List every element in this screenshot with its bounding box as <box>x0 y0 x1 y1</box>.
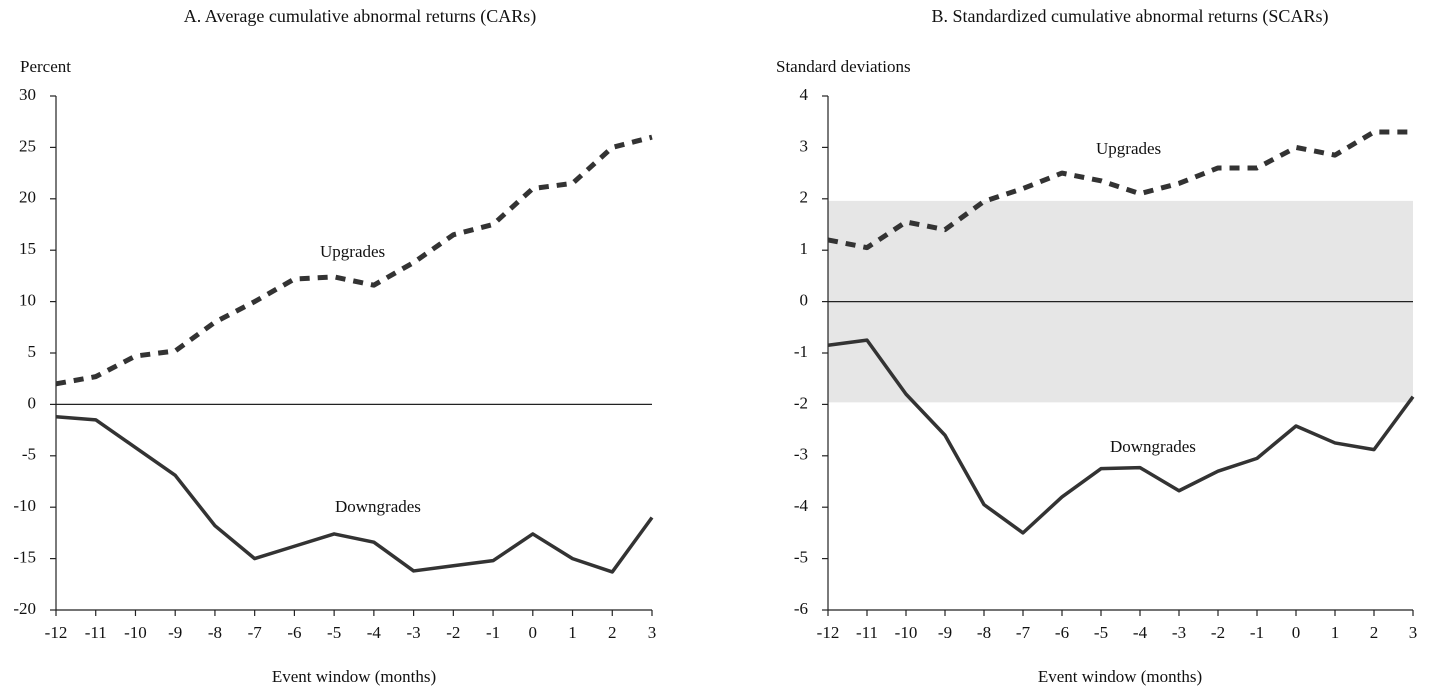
x-tick-label: 0 <box>1292 623 1301 642</box>
series-label: Downgrades <box>335 497 421 516</box>
x-tick-label: 2 <box>1370 623 1379 642</box>
y-axis-label: Standard deviations <box>776 57 911 76</box>
x-tick-label: -3 <box>1172 623 1186 642</box>
series-line <box>827 338 1415 535</box>
y-tick-label: 2 <box>800 188 809 207</box>
x-tick-label: 2 <box>608 623 617 642</box>
x-tick-label: -12 <box>45 623 68 642</box>
x-tick-label: -8 <box>208 623 222 642</box>
y-tick-label: 5 <box>28 342 37 361</box>
y-tick-label: -5 <box>22 445 36 464</box>
x-tick-label: -6 <box>1055 623 1069 642</box>
y-tick-label: 4 <box>800 85 809 104</box>
y-tick-label: -4 <box>794 496 809 515</box>
y-tick-label: -6 <box>794 599 808 618</box>
x-tick-label: 1 <box>1331 623 1340 642</box>
y-tick-label: -20 <box>13 599 36 618</box>
x-axis-label: Event window (months) <box>1038 667 1202 686</box>
y-tick-label: 0 <box>800 291 809 310</box>
x-tick-label: 0 <box>529 623 538 642</box>
x-axis-label: Event window (months) <box>272 667 436 686</box>
series-line <box>55 414 654 574</box>
x-tick-label: -6 <box>287 623 301 642</box>
y-tick-label: -1 <box>794 342 808 361</box>
x-tick-label: -7 <box>248 623 263 642</box>
y-tick-label: 10 <box>19 291 36 310</box>
x-tick-label: -9 <box>168 623 182 642</box>
series-label: Downgrades <box>1110 437 1196 456</box>
x-tick-label: -11 <box>856 623 878 642</box>
y-tick-label: 20 <box>19 188 36 207</box>
x-tick-label: -1 <box>1250 623 1264 642</box>
y-tick-label: -3 <box>794 445 808 464</box>
x-tick-label: -3 <box>407 623 421 642</box>
x-tick-label: -5 <box>1094 623 1108 642</box>
y-tick-label: 25 <box>19 136 36 155</box>
chart-title: A. Average cumulative abnormal returns (… <box>184 6 537 27</box>
x-tick-label: -11 <box>85 623 107 642</box>
x-tick-label: -7 <box>1016 623 1031 642</box>
y-tick-label: -5 <box>794 548 808 567</box>
series-line <box>55 134 653 387</box>
y-tick-label: -15 <box>13 548 36 567</box>
x-tick-label: -2 <box>1211 623 1225 642</box>
x-tick-label: 1 <box>568 623 577 642</box>
x-tick-label: -5 <box>327 623 341 642</box>
y-tick-label: 0 <box>28 393 37 412</box>
series-label: Upgrades <box>1096 139 1161 158</box>
series-line <box>827 129 1413 251</box>
y-tick-label: -10 <box>13 496 36 515</box>
x-tick-label: -2 <box>446 623 460 642</box>
x-tick-label: 3 <box>648 623 657 642</box>
x-tick-label: -1 <box>486 623 500 642</box>
x-tick-label: -10 <box>124 623 147 642</box>
x-tick-label: -10 <box>895 623 918 642</box>
y-tick-label: 3 <box>800 136 809 155</box>
x-tick-label: -8 <box>977 623 991 642</box>
x-tick-label: -4 <box>367 623 382 642</box>
chart-title: B. Standardized cumulative abnormal retu… <box>932 6 1329 27</box>
y-tick-label: 15 <box>19 239 36 258</box>
series-label: Upgrades <box>320 242 385 261</box>
y-tick-label: 30 <box>19 85 36 104</box>
x-tick-label: -4 <box>1133 623 1148 642</box>
y-axis-label: Percent <box>20 57 71 76</box>
x-tick-label: 3 <box>1409 623 1418 642</box>
y-tick-label: 1 <box>800 239 809 258</box>
y-tick-label: -2 <box>794 393 808 412</box>
x-tick-label: -9 <box>938 623 952 642</box>
x-tick-label: -12 <box>817 623 840 642</box>
